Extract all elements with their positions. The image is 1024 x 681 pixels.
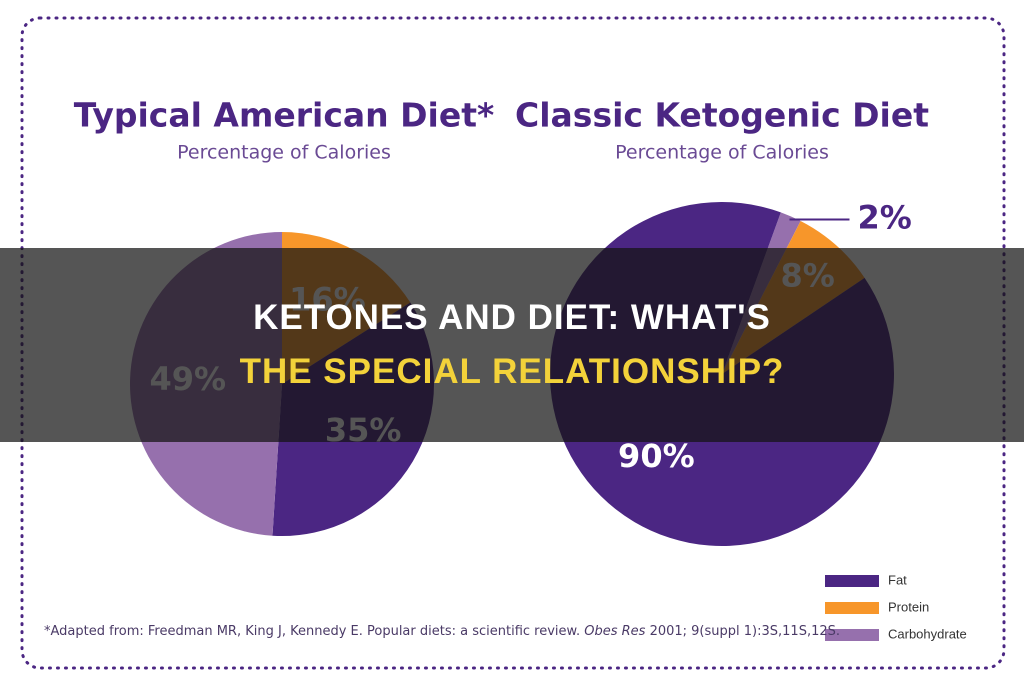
legend-swatch bbox=[825, 575, 879, 587]
legend-label: Fat bbox=[888, 572, 907, 587]
footnote-journal: Obes Res bbox=[584, 624, 646, 639]
legend-label: Carbohydrate bbox=[888, 626, 967, 641]
legend-swatch bbox=[825, 602, 879, 614]
chart-title: Typical American Diet* bbox=[74, 96, 495, 135]
overlay-title: KETONES AND DIET: WHAT'S bbox=[253, 298, 771, 337]
chart-subtitle: Percentage of Calories bbox=[177, 142, 391, 164]
slice-label: 2% bbox=[857, 199, 911, 237]
legend-swatch bbox=[825, 629, 879, 641]
chart-title: Classic Ketogenic Diet bbox=[515, 96, 929, 135]
footnote-text: *Adapted from: Freedman MR, King J, Kenn… bbox=[44, 624, 585, 639]
legend-label: Protein bbox=[888, 599, 929, 614]
footnote-text: 2001; 9(suppl 1):3S,11S,12S. bbox=[645, 624, 840, 639]
title-overlay: KETONES AND DIET: WHAT'S THE SPECIAL REL… bbox=[0, 248, 1024, 442]
slice-label: 90% bbox=[618, 437, 695, 475]
overlay-title: THE SPECIAL RELATIONSHIP? bbox=[239, 352, 785, 391]
footnote: *Adapted from: Freedman MR, King J, Kenn… bbox=[44, 624, 840, 639]
chart-subtitle: Percentage of Calories bbox=[615, 142, 829, 164]
